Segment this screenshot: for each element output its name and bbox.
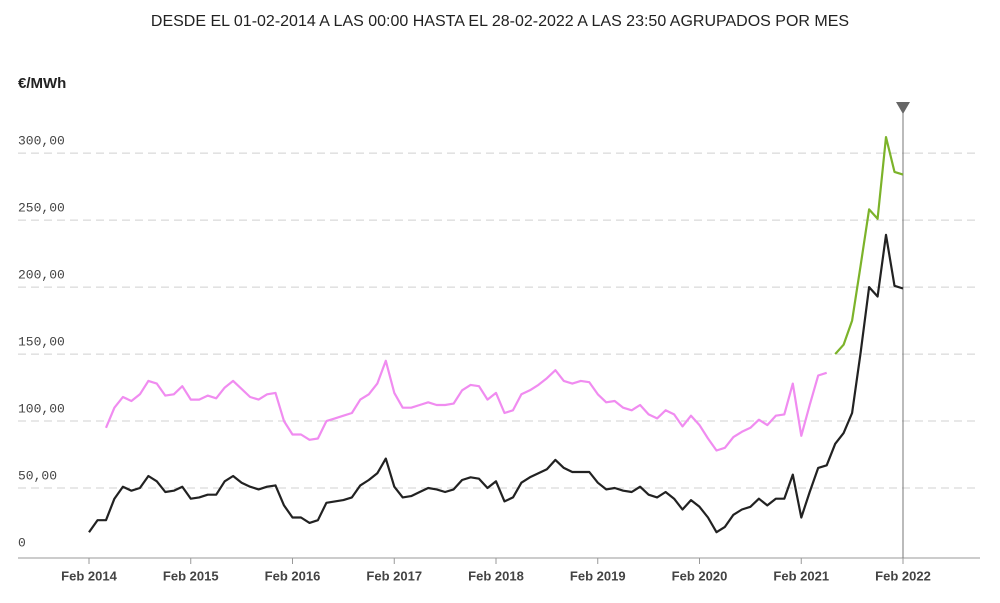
y-tick-label: 50,00 [18,468,57,483]
series-line [88,233,904,534]
marker-triangle [896,102,910,114]
x-tick-label: Feb 2019 [570,568,626,583]
y-tick-label: 200,00 [18,268,65,283]
x-tick-label: Feb 2014 [61,568,117,583]
x-tick-label: Feb 2021 [773,568,829,583]
x-tick-label: Feb 2022 [875,568,931,583]
x-tick-label: Feb 2018 [468,568,524,583]
y-axis-label: €/MWh [18,75,66,92]
chart-title: DESDE EL 01-02-2014 A LAS 00:00 HASTA EL… [151,13,849,30]
y-tick-label: 150,00 [18,335,65,350]
y-tick-label: 250,00 [18,201,65,216]
x-tick-label: Feb 2017 [366,568,422,583]
x-tick-label: Feb 2015 [163,568,219,583]
y-tick-label: 0 [18,535,26,550]
x-tick-label: Feb 2016 [265,568,321,583]
x-tick-label: Feb 2020 [672,568,728,583]
y-tick-label: 300,00 [18,134,65,149]
series-line [104,359,828,452]
y-tick-label: 100,00 [18,401,65,416]
series-line [834,136,904,355]
